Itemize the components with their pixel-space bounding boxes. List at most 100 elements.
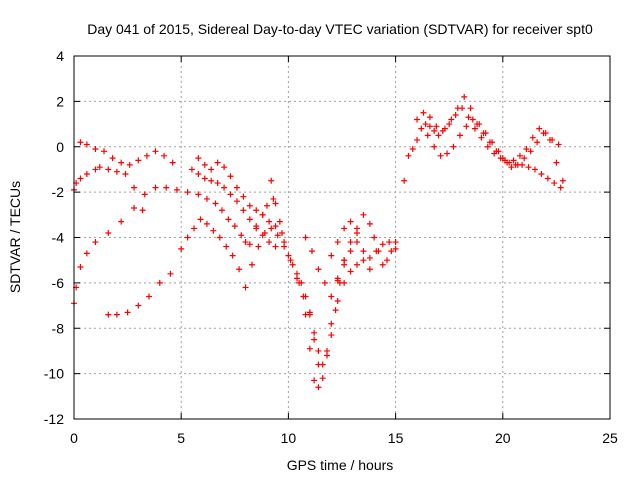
data-point [131, 184, 138, 191]
data-point [426, 123, 433, 130]
data-point [414, 136, 421, 143]
data-point [420, 109, 427, 116]
data-point [366, 220, 373, 227]
data-point [184, 234, 191, 241]
data-point [446, 121, 453, 128]
data-point [242, 284, 249, 291]
data-point [240, 193, 247, 200]
data-point [347, 239, 354, 246]
series-arc8 [268, 177, 348, 368]
data-point [388, 248, 395, 255]
data-point [143, 152, 150, 159]
data-point [161, 152, 168, 159]
x-tick-label: 5 [177, 430, 185, 446]
data-point [184, 189, 191, 196]
data-point [334, 275, 341, 282]
data-point [450, 143, 457, 150]
data-point [203, 195, 210, 202]
data-point [278, 229, 285, 236]
data-point [392, 239, 399, 246]
data-point [259, 211, 266, 218]
data-point [214, 180, 221, 187]
data-point [426, 114, 433, 121]
data-point [266, 239, 273, 246]
data-point [553, 159, 560, 166]
data-point [452, 111, 459, 118]
data-point [233, 184, 240, 191]
data-point [201, 175, 208, 182]
data-point [332, 307, 339, 314]
data-point [311, 336, 318, 343]
data-point [197, 216, 204, 223]
data-point [347, 248, 354, 255]
x-tick-label: 0 [70, 430, 78, 446]
data-point [259, 232, 266, 239]
data-point [274, 232, 281, 239]
x-axis-tick-labels: 0 5 10 15 20 25 [70, 430, 618, 446]
data-point [248, 261, 255, 268]
axis-ticks [73, 55, 611, 420]
data-point [296, 279, 303, 286]
data-point [315, 266, 322, 273]
data-point [510, 157, 517, 164]
x-axis-label: GPS time / hours [287, 457, 394, 473]
data-point [272, 223, 279, 230]
data-point [293, 270, 300, 277]
data-point [281, 239, 288, 246]
data-point [354, 229, 361, 236]
data-point [431, 143, 438, 150]
y-tick-label: -8 [52, 320, 65, 336]
data-point [401, 177, 408, 184]
data-point [240, 207, 247, 214]
data-point [328, 332, 335, 339]
data-point [96, 164, 103, 171]
data-point [218, 207, 225, 214]
x-tick-label: 10 [281, 430, 297, 446]
data-point [328, 320, 335, 327]
y-tick-label: 4 [56, 48, 64, 64]
data-point [540, 130, 547, 137]
data-point [268, 225, 275, 232]
data-point [163, 184, 170, 191]
data-point [92, 239, 99, 246]
data-point [169, 159, 176, 166]
data-point [392, 245, 399, 252]
data-point [203, 220, 210, 227]
data-point [77, 263, 84, 270]
data-point [105, 229, 112, 236]
data-point [534, 139, 541, 146]
data-point [268, 177, 275, 184]
data-point [525, 164, 532, 171]
data-point [414, 116, 421, 123]
data-point [135, 302, 142, 309]
chart-title: Day 041 of 2015, Sidereal Day-to-day VTE… [87, 21, 593, 37]
data-point [315, 384, 322, 391]
y-axis-tick-labels: -12 -10 -8 -6 -4 -2 0 2 4 [44, 48, 64, 427]
data-point [328, 293, 335, 300]
data-point [92, 146, 99, 153]
data-point [92, 166, 99, 173]
data-point [495, 148, 502, 155]
data-point [201, 161, 208, 168]
data-point [306, 309, 313, 316]
data-point [231, 223, 238, 230]
data-point [124, 309, 131, 316]
data-point [471, 125, 478, 132]
data-point [311, 329, 318, 336]
data-point [463, 123, 470, 130]
data-point [424, 132, 431, 139]
data-point [366, 266, 373, 273]
data-point [379, 241, 386, 248]
data-point [516, 152, 523, 159]
data-point [529, 134, 536, 141]
data-point [152, 148, 159, 155]
grid [74, 56, 610, 419]
data-point [263, 202, 270, 209]
data-point [126, 161, 133, 168]
data-point [225, 216, 232, 223]
data-point [366, 254, 373, 261]
series-arc4 [96, 164, 146, 214]
data-point [418, 125, 425, 132]
data-point [371, 234, 378, 241]
data-point [302, 234, 309, 241]
